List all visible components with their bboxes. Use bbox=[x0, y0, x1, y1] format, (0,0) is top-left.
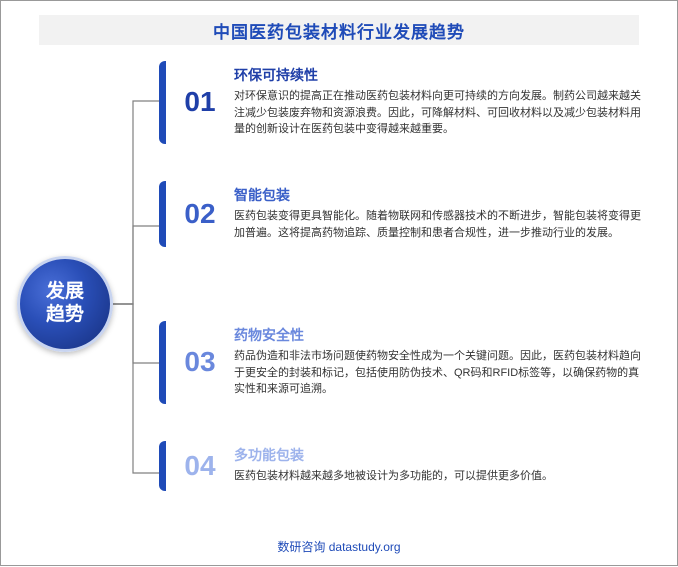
hub-circle: 发展 趋势 bbox=[17, 256, 113, 352]
item-body: 多功能包装 医药包装材料越来越多地被设计为多功能的，可以提供更多价值。 bbox=[234, 441, 649, 491]
trend-item-4: 04 多功能包装 医药包装材料越来越多地被设计为多功能的，可以提供更多价值。 bbox=[159, 441, 649, 491]
item-bar bbox=[159, 61, 166, 144]
item-body: 药物安全性 药品伪造和非法市场问题使药物安全性成为一个关键问题。因此，医药包装材… bbox=[234, 321, 649, 404]
item-desc: 对环保意识的提高正在推动医药包装材料向更可持续的方向发展。制药公司越来越关注减少… bbox=[234, 88, 649, 138]
item-heading: 环保可持续性 bbox=[234, 65, 649, 85]
hub-label: 发展 趋势 bbox=[46, 281, 84, 327]
item-number: 03 bbox=[176, 348, 224, 376]
item-number: 01 bbox=[176, 88, 224, 116]
trend-item-1: 01 环保可持续性 对环保意识的提高正在推动医药包装材料向更可持续的方向发展。制… bbox=[159, 61, 649, 144]
item-bar bbox=[159, 181, 166, 247]
page-title: 中国医药包装材料行业发展趋势 bbox=[213, 18, 465, 43]
item-body: 环保可持续性 对环保意识的提高正在推动医药包装材料向更可持续的方向发展。制药公司… bbox=[234, 61, 649, 144]
item-bar bbox=[159, 441, 166, 491]
item-heading: 药物安全性 bbox=[234, 325, 649, 345]
item-number: 02 bbox=[176, 200, 224, 228]
footer-credit: 数研咨询 datastudy.org bbox=[1, 538, 677, 555]
title-bar: 中国医药包装材料行业发展趋势 bbox=[39, 15, 639, 45]
item-heading: 智能包装 bbox=[234, 185, 649, 205]
item-number: 04 bbox=[176, 452, 224, 480]
item-heading: 多功能包装 bbox=[234, 445, 649, 465]
item-bar bbox=[159, 321, 166, 404]
item-body: 智能包装 医药包装变得更具智能化。随着物联网和传感器技术的不断进步，智能包装将变… bbox=[234, 181, 649, 247]
item-desc: 医药包装变得更具智能化。随着物联网和传感器技术的不断进步，智能包装将变得更加普遍… bbox=[234, 208, 649, 241]
item-desc: 药品伪造和非法市场问题使药物安全性成为一个关键问题。因此，医药包装材料趋向于更安… bbox=[234, 348, 649, 398]
item-desc: 医药包装材料越来越多地被设计为多功能的，可以提供更多价值。 bbox=[234, 468, 649, 485]
trend-item-3: 03 药物安全性 药品伪造和非法市场问题使药物安全性成为一个关键问题。因此，医药… bbox=[159, 321, 649, 404]
trend-item-2: 02 智能包装 医药包装变得更具智能化。随着物联网和传感器技术的不断进步，智能包… bbox=[159, 181, 649, 247]
